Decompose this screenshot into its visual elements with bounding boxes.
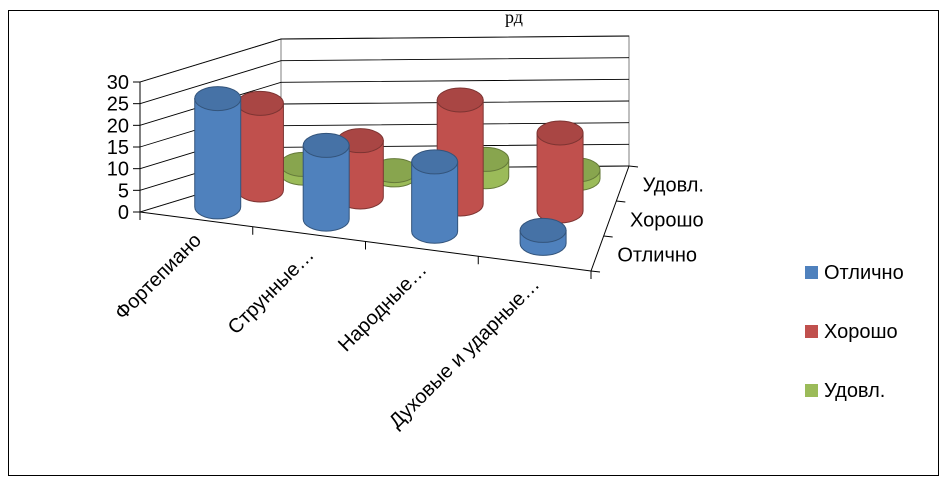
- chart-axes: [133, 81, 639, 279]
- bar-top: [194, 86, 242, 112]
- bar: [519, 217, 567, 256]
- bar-top: [302, 132, 350, 158]
- y-tick-label: 5: [118, 180, 129, 202]
- gridline: [139, 35, 630, 83]
- legend-swatch: [805, 384, 818, 397]
- bar-top: [411, 149, 459, 175]
- legend-label: Удовл.: [824, 380, 885, 402]
- bar: [536, 120, 584, 224]
- category-label: Народные…: [334, 259, 431, 356]
- bar-body: [194, 98, 242, 220]
- depth-tick: [603, 235, 613, 238]
- gridline: [139, 57, 630, 105]
- bar-body: [236, 102, 284, 203]
- category-label: Фортепиано: [111, 229, 206, 324]
- depth-label: Отлично: [617, 245, 697, 267]
- bar: [302, 132, 350, 232]
- chart-bars: [194, 86, 601, 256]
- chart-legend: Отлично Хорошо Удовл.: [805, 262, 904, 402]
- legend-swatch: [805, 325, 818, 338]
- bar-body: [302, 144, 350, 232]
- depth-tick: [628, 165, 639, 168]
- category-label: Духовые и ударные…: [385, 274, 544, 433]
- y-tick-label: 15: [107, 137, 129, 159]
- bar-top: [436, 87, 484, 113]
- gridline: [139, 78, 630, 126]
- y-tick-label: 20: [107, 115, 129, 137]
- bar-body: [411, 161, 459, 244]
- bar-top: [536, 120, 584, 146]
- y-tick-label: 30: [107, 72, 129, 94]
- y-tick-label: 25: [107, 94, 129, 116]
- legend-swatch: [805, 266, 818, 279]
- bar-top: [519, 217, 567, 243]
- y-tick-label: 10: [107, 159, 129, 181]
- bar: [194, 86, 242, 220]
- bar: [411, 149, 459, 244]
- bar-body: [536, 132, 584, 224]
- legend-label: Хорошо: [824, 321, 898, 343]
- depth-axis: [590, 165, 630, 272]
- chart-frame: рд 0 5 10 15 20 25 30 Отлично Хорошо Удовл. Фортеп…: [8, 7, 939, 476]
- depth-tick: [616, 200, 626, 203]
- bar: [236, 90, 284, 203]
- depth-tick: [590, 270, 601, 273]
- category-label: Струнные…: [224, 244, 319, 339]
- bar-top: [236, 90, 284, 116]
- depth-label: Удовл.: [643, 175, 704, 197]
- y-tick-label: 0: [118, 202, 129, 224]
- depth-label: Хорошо: [630, 210, 704, 232]
- legend-label: Отлично: [824, 262, 904, 284]
- chart-title-fragment: рд: [505, 7, 523, 27]
